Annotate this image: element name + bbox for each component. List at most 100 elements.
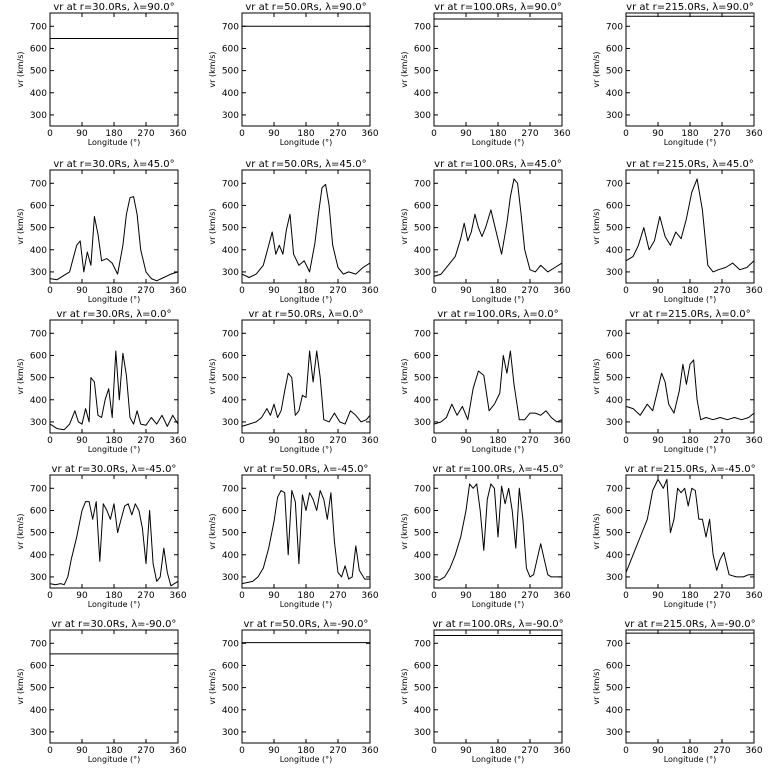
y-axis-label: vr (km/s) (400, 208, 409, 244)
y-tick-label: 500 (606, 529, 623, 539)
y-tick-label: 300 (606, 268, 623, 278)
x-axis-label: Longitude (°) (280, 755, 333, 764)
y-tick-label: 500 (606, 67, 623, 77)
series-line-0 (625, 478, 754, 578)
y-tick-label: 600 (222, 201, 239, 211)
plot-frame (625, 169, 755, 284)
y-tick-label: 300 (222, 573, 239, 583)
chart-panel-15: vr at r=215.0Rs, λ=-45.0° 0 90 180 270 360 300… (592, 464, 763, 609)
x-tick-label: 360 (361, 436, 378, 446)
x-tick-label: 180 (489, 129, 506, 139)
y-tick-label: 400 (222, 706, 239, 716)
y-tick-label: 500 (414, 374, 431, 384)
y-axis-label: vr (km/s) (592, 513, 601, 549)
y-tick-label: 300 (30, 111, 47, 121)
x-tick-label: 180 (297, 436, 314, 446)
y-tick-label: 400 (222, 551, 239, 561)
y-tick-label: 700 (30, 329, 47, 339)
x-tick-label: 90 (268, 746, 280, 756)
y-tick-label: 600 (30, 201, 47, 211)
chart-panel-2: vr at r=100.0Rs, λ=90.0° 0 90 180 270 360 300 4… (400, 2, 571, 147)
y-tick-label: 500 (606, 684, 623, 694)
x-tick-label: 270 (713, 746, 730, 756)
x-tick-label: 360 (745, 436, 762, 446)
plot-frame (433, 12, 563, 127)
y-tick-label: 500 (222, 529, 239, 539)
x-tick-label: 360 (361, 286, 378, 296)
x-tick-label: 90 (460, 129, 472, 139)
x-axis-label: Longitude (°) (280, 138, 333, 147)
series-line-0 (241, 183, 371, 278)
chart-panel-1: vr at r=50.0Rs, λ=90.0° 0 90 180 270 360 300 40… (208, 2, 379, 147)
y-tick-label: 600 (222, 506, 239, 516)
y-tick-label: 300 (222, 728, 239, 738)
y-tick-label: 300 (30, 268, 47, 278)
y-tick-label: 500 (414, 224, 431, 234)
chart-title: vr at r=30.0Rs, λ=90.0° (53, 2, 174, 13)
y-axis-label: vr (km/s) (592, 358, 601, 394)
y-tick-label: 600 (222, 44, 239, 54)
y-tick-label: 400 (30, 551, 47, 561)
y-tick-label: 700 (222, 484, 239, 494)
chart-title: vr at r=100.0Rs, λ=0.0° (437, 309, 558, 320)
series-line-0 (241, 350, 371, 427)
y-tick-label: 600 (414, 506, 431, 516)
series-line-0 (241, 490, 370, 585)
x-tick-label: 270 (521, 591, 538, 601)
x-tick-label: 0 (47, 591, 53, 601)
x-tick-label: 0 (239, 591, 245, 601)
chart-panel-13: vr at r=50.0Rs, λ=-45.0° 0 90 180 270 360 300 4… (208, 464, 379, 609)
series-line-0 (49, 350, 179, 431)
x-axis-label: Longitude (°) (664, 755, 717, 764)
x-tick-label: 180 (105, 286, 122, 296)
y-axis-label: vr (km/s) (16, 208, 25, 244)
x-axis-label: Longitude (°) (472, 445, 525, 454)
chart-panel-4: vr at r=30.0Rs, λ=45.0° 0 90 180 270 360 300 40… (16, 159, 187, 304)
chart-panel-7: vr at r=215.0Rs, λ=45.0° 0 90 180 270 360 300 4… (592, 159, 763, 304)
x-tick-label: 0 (431, 746, 437, 756)
y-tick-label: 400 (30, 89, 47, 99)
y-tick-label: 300 (414, 728, 431, 738)
x-tick-label: 270 (329, 591, 346, 601)
x-tick-label: 360 (745, 129, 762, 139)
chart-panel-17: vr at r=50.0Rs, λ=-90.0° 0 90 180 270 360 300 4… (208, 619, 379, 764)
x-tick-label: 180 (489, 746, 506, 756)
chart-panel-10: vr at r=100.0Rs, λ=0.0° 0 90 180 270 360 300 40… (400, 309, 571, 454)
series-line-0 (625, 359, 755, 421)
x-tick-label: 90 (268, 129, 280, 139)
x-tick-label: 0 (47, 286, 53, 296)
y-tick-label: 700 (606, 639, 623, 649)
y-tick-label: 300 (606, 573, 623, 583)
x-tick-label: 90 (76, 436, 88, 446)
chart-panel-19: vr at r=215.0Rs, λ=-90.0° 0 90 180 270 360 300… (592, 619, 763, 764)
y-tick-label: 400 (414, 396, 431, 406)
x-tick-label: 360 (169, 129, 186, 139)
y-axis-label: vr (km/s) (208, 668, 217, 704)
chart-panel-14: vr at r=100.0Rs, λ=-45.0° 0 90 180 270 360 300… (400, 464, 571, 609)
x-tick-label: 0 (47, 436, 53, 446)
x-tick-label: 0 (47, 129, 53, 139)
y-tick-label: 500 (414, 684, 431, 694)
chart-title: vr at r=100.0Rs, λ=45.0° (434, 159, 562, 170)
x-axis-label: Longitude (°) (280, 295, 333, 304)
chart-title: vr at r=100.0Rs, λ=-90.0° (432, 619, 563, 630)
y-tick-label: 300 (414, 268, 431, 278)
chart-panel-12: vr at r=30.0Rs, λ=-45.0° 0 90 180 270 360 300 4… (16, 464, 187, 609)
y-tick-label: 300 (222, 268, 239, 278)
y-tick-label: 400 (606, 551, 623, 561)
x-tick-label: 360 (553, 591, 570, 601)
y-axis-label: vr (km/s) (208, 51, 217, 87)
y-tick-label: 400 (30, 706, 47, 716)
series-line-0 (433, 178, 563, 277)
chart-title: vr at r=215.0Rs, λ=45.0° (626, 159, 754, 170)
x-tick-label: 90 (76, 746, 88, 756)
x-axis-label: Longitude (°) (472, 600, 525, 609)
chart-title: vr at r=100.0Rs, λ=90.0° (434, 2, 562, 13)
y-tick-label: 700 (414, 22, 431, 32)
x-tick-label: 270 (329, 129, 346, 139)
x-tick-label: 90 (268, 436, 280, 446)
x-tick-label: 0 (623, 436, 629, 446)
y-tick-label: 400 (414, 246, 431, 256)
x-tick-label: 0 (623, 286, 629, 296)
